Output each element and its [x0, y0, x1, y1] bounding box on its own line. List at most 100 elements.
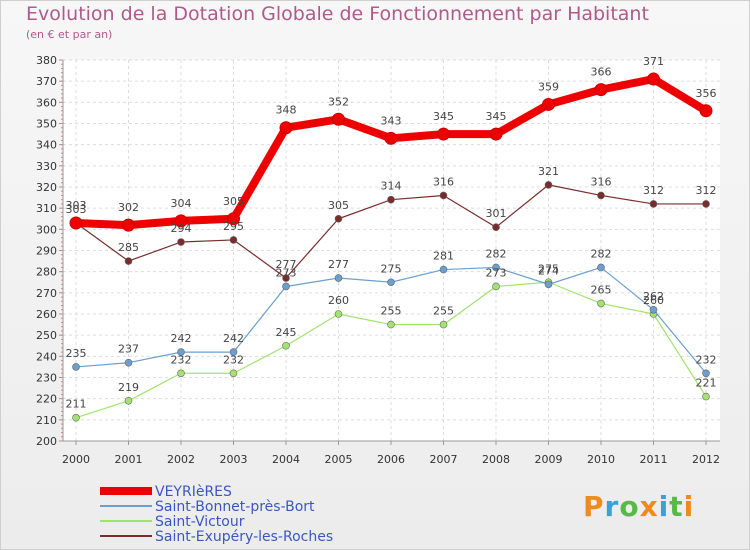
data-point [647, 72, 660, 86]
data-label: 356 [696, 87, 717, 100]
x-tick-label: 2006 [377, 453, 405, 466]
data-point [332, 112, 345, 126]
y-tick-label: 360 [36, 96, 57, 109]
data-label: 302 [118, 201, 139, 214]
x-tick-label: 2007 [430, 453, 458, 466]
data-label: 371 [643, 55, 664, 68]
data-point [282, 274, 290, 282]
data-point [229, 369, 238, 378]
data-point [597, 263, 605, 272]
data-label: 219 [118, 381, 139, 394]
y-tick-label: 210 [36, 414, 57, 427]
data-point [387, 320, 395, 329]
data-label: 312 [643, 184, 664, 197]
y-tick-label: 200 [36, 435, 57, 448]
logo-letter: r [604, 490, 620, 523]
data-point [649, 200, 658, 208]
data-point [492, 282, 500, 291]
logo-letter: x [639, 490, 659, 523]
data-label: 273 [276, 266, 297, 279]
data-label: 242 [171, 332, 192, 345]
data-point [702, 369, 710, 378]
data-point [174, 214, 188, 228]
data-label: 245 [276, 326, 297, 339]
data-point [177, 348, 185, 356]
data-label: 275 [538, 262, 559, 275]
x-tick-label: 2001 [115, 453, 143, 466]
data-point [542, 97, 555, 111]
data-label: 277 [328, 258, 349, 271]
y-tick-label: 370 [36, 75, 57, 88]
proxiti-logo: Proxiti [583, 490, 694, 523]
data-point [387, 195, 395, 204]
data-label: 314 [381, 180, 402, 193]
data-point [282, 282, 290, 291]
data-label: 265 [591, 283, 612, 296]
data-label: 312 [696, 184, 717, 197]
data-point [177, 369, 185, 378]
data-point [387, 278, 395, 287]
legend: VEYRIèRESSaint-Bonnet-près-BortSaint-Vic… [100, 484, 333, 545]
data-label: 294 [171, 222, 192, 235]
data-point [124, 396, 133, 405]
data-point [227, 212, 240, 226]
data-label: 277 [276, 258, 297, 271]
data-label: 348 [276, 104, 297, 117]
data-point [437, 127, 450, 141]
data-point [279, 121, 293, 135]
data-label: 274 [538, 264, 559, 277]
y-tick-label: 300 [36, 223, 57, 236]
data-label: 282 [486, 247, 507, 260]
y-tick-label: 270 [36, 287, 57, 300]
data-label: 303 [66, 199, 87, 212]
data-point [544, 181, 553, 189]
data-label: 352 [328, 95, 349, 108]
data-label: 305 [223, 195, 244, 208]
data-label: 237 [118, 343, 139, 356]
data-point [229, 348, 238, 356]
data-point [699, 104, 713, 118]
data-label-layer: 303 302 304 305 348 352 343 345 345 359 366 371 356 2… [66, 55, 717, 411]
data-point [124, 358, 133, 367]
y-tick-label: 290 [36, 245, 57, 258]
y-tick-label: 230 [36, 372, 57, 385]
data-point [439, 320, 448, 329]
data-point [544, 280, 553, 289]
y-tick-label: 350 [36, 118, 57, 131]
data-label: 321 [538, 165, 559, 178]
y-tick-label: 280 [36, 266, 57, 279]
data-label: 232 [223, 353, 244, 366]
data-label: 316 [591, 175, 612, 188]
y-tick-label: 220 [36, 393, 57, 406]
data-point [492, 263, 500, 272]
data-label: 295 [223, 220, 244, 233]
data-label: 301 [486, 207, 507, 220]
data-label: 242 [223, 332, 244, 345]
data-point [72, 363, 80, 371]
data-point [492, 223, 500, 232]
x-tick-label: 2009 [535, 453, 563, 466]
y-tick-label: 250 [36, 329, 57, 342]
data-point [124, 257, 133, 265]
data-label: 273 [486, 266, 507, 279]
data-point [597, 191, 605, 200]
data-label: 221 [696, 377, 717, 390]
x-tick-label: 2012 [692, 453, 720, 466]
data-point [72, 413, 80, 422]
data-point [282, 341, 290, 350]
data-point [649, 305, 658, 314]
data-point [439, 191, 448, 200]
data-point [384, 131, 398, 145]
data-label: 281 [433, 250, 454, 263]
data-point [177, 238, 185, 246]
y-tick-label: 340 [36, 139, 57, 152]
data-point [122, 218, 135, 232]
y-tick-label: 330 [36, 160, 57, 173]
data-label: 235 [66, 347, 87, 360]
legend-label: Saint-Bonnet-près-Bort [155, 499, 315, 515]
data-label: 366 [591, 66, 612, 79]
y-tick-label: 380 [36, 54, 57, 67]
data-point [597, 299, 605, 308]
axis-layer: 200 210 220 230 240 250 260 270 280 290 300 310 320 3… [36, 54, 720, 466]
chart-title: Evolution de la Dotation Globale de Fonc… [26, 3, 649, 25]
